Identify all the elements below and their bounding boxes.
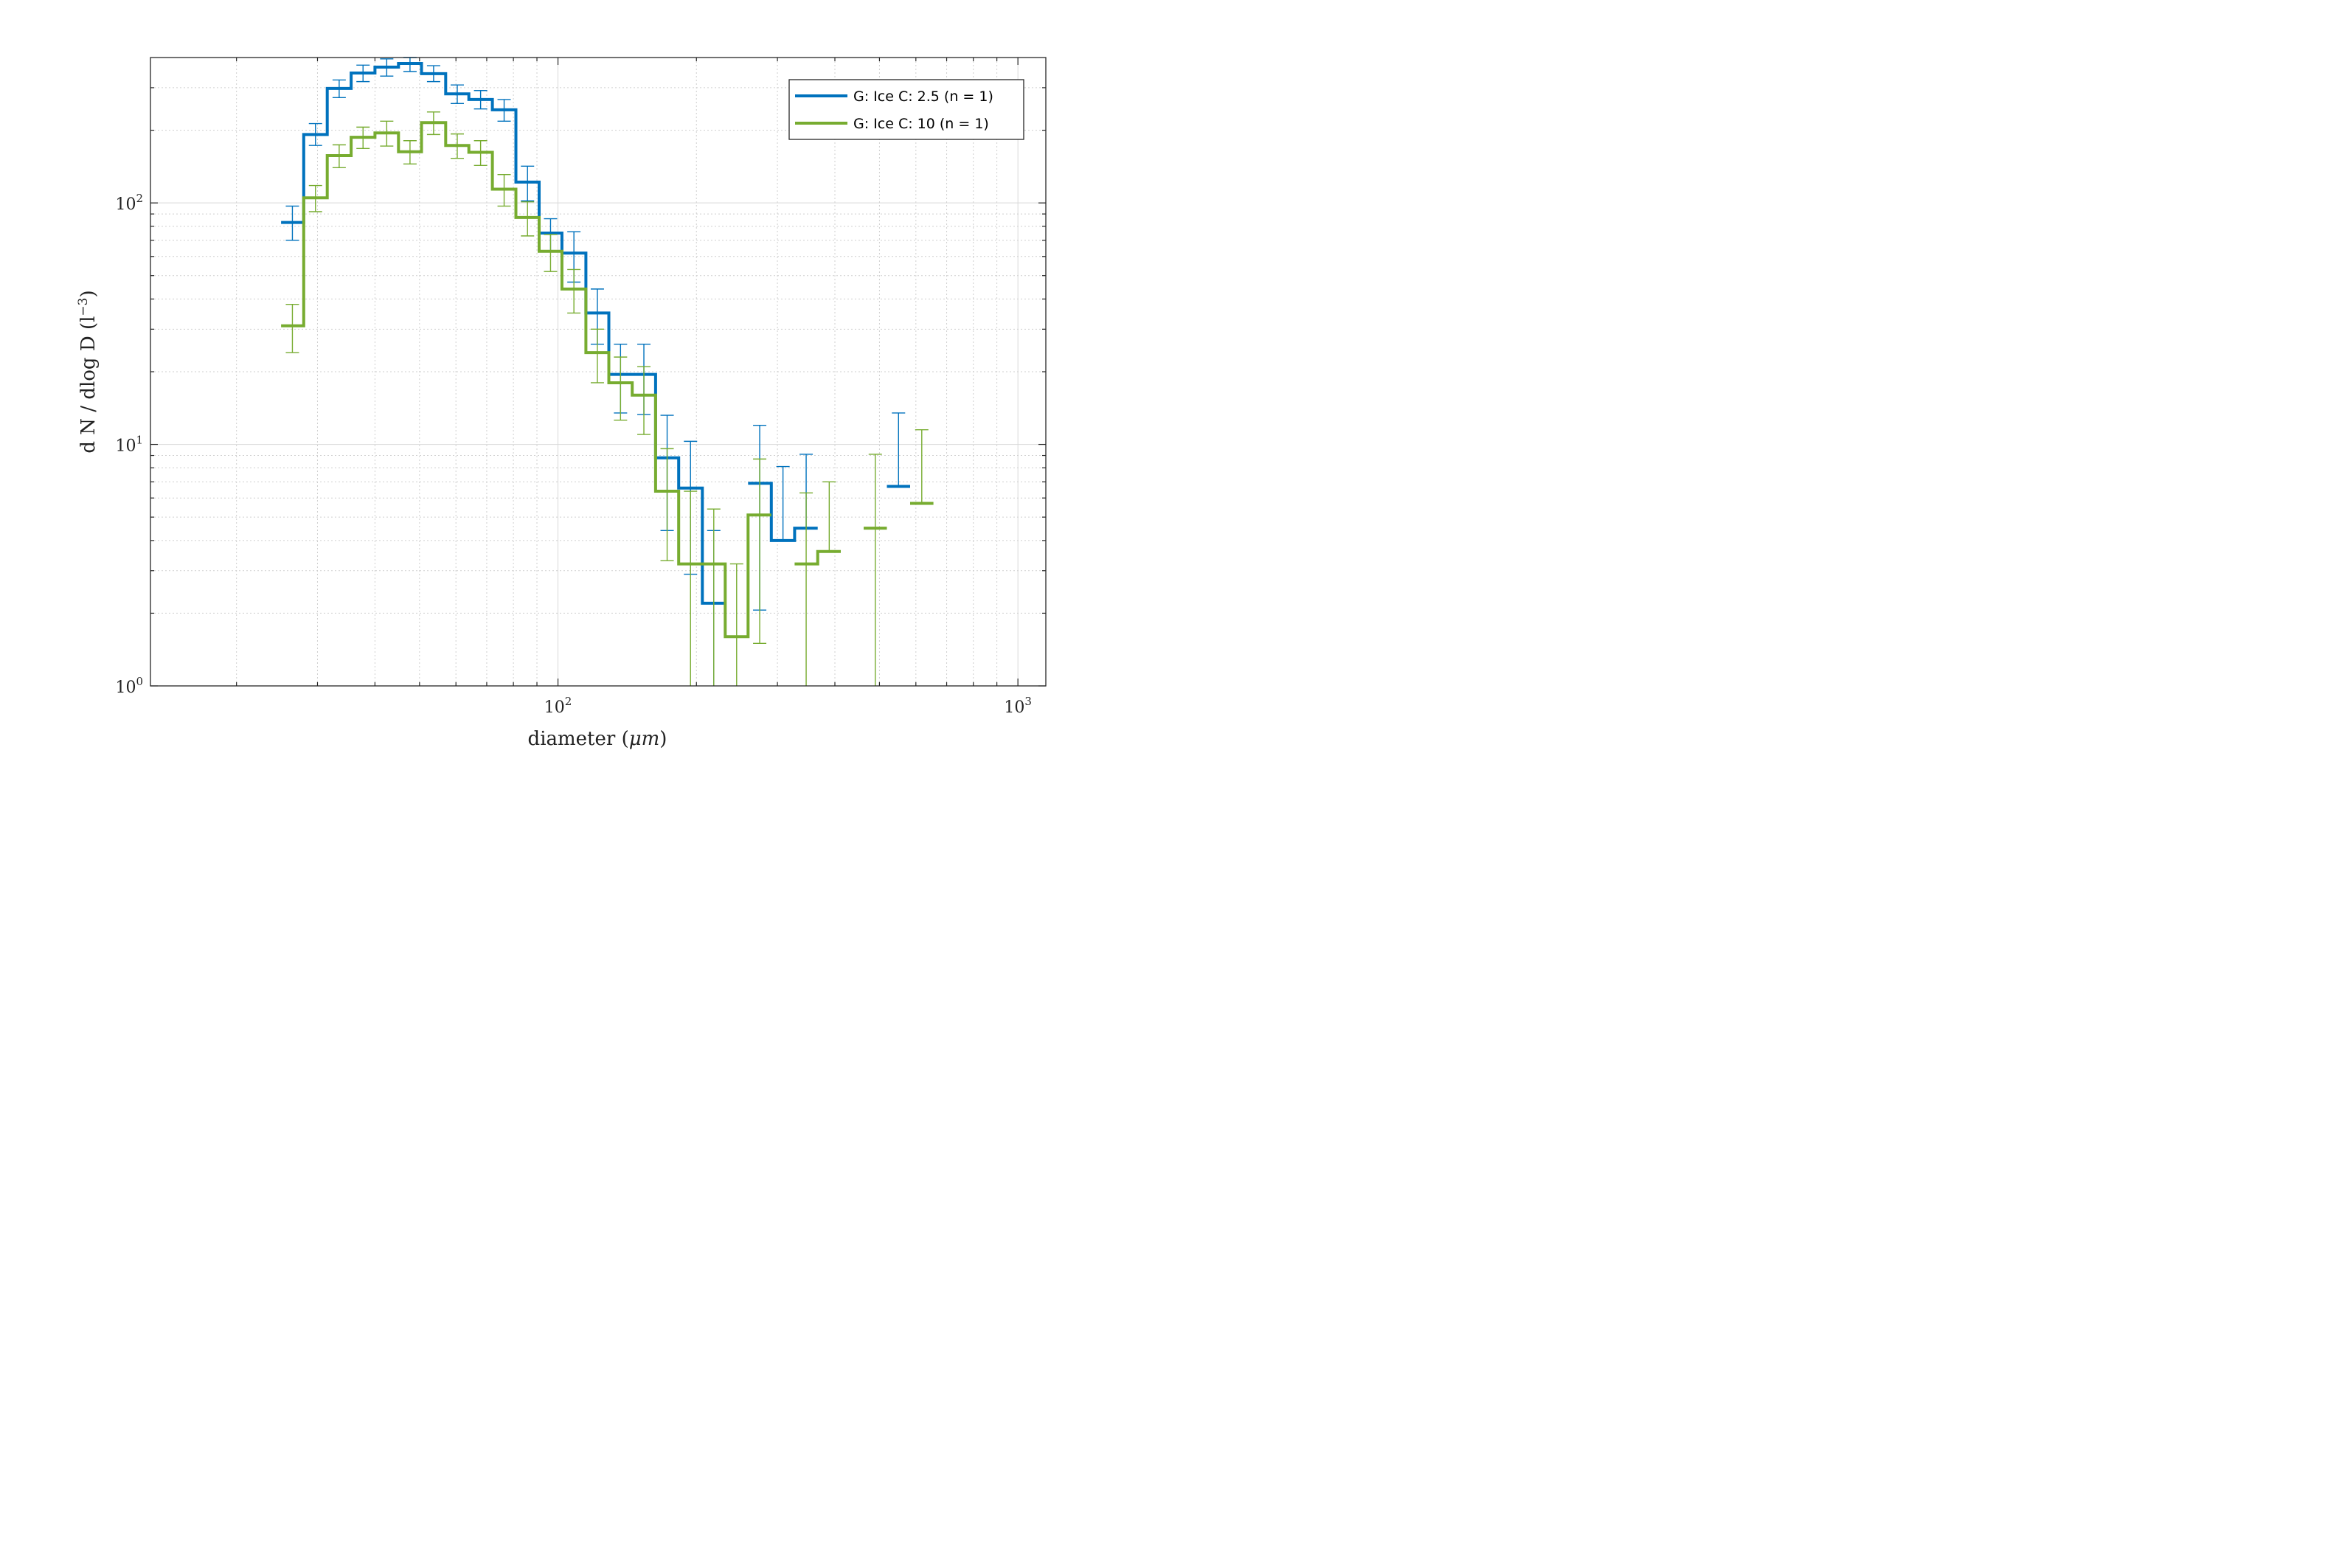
error-bar xyxy=(614,356,628,421)
error-bar xyxy=(521,201,535,237)
error-bar xyxy=(822,481,836,552)
y-axis-title-close: ) xyxy=(77,290,100,297)
tick-exponent: 2 xyxy=(136,192,143,205)
legend-label-series-2: G: Ice C: 10 (n = 1) xyxy=(853,116,989,132)
tick-base: 10 xyxy=(544,698,565,717)
series-layer xyxy=(281,57,934,686)
error-bar xyxy=(799,492,814,686)
error-bar xyxy=(380,120,394,147)
x-tick-label: 102 xyxy=(544,695,572,717)
y-axis-title: d N / dlog D (l−3) xyxy=(76,290,100,453)
error-bar xyxy=(285,205,299,241)
error-bar xyxy=(776,465,790,541)
error-bar xyxy=(403,140,417,164)
tick-exponent: 0 xyxy=(136,675,143,688)
x-axis-title: diameter (μm) xyxy=(528,728,667,750)
y-tick-label: 102 xyxy=(115,192,143,214)
y-tick-label: 101 xyxy=(115,434,143,456)
axes-frame xyxy=(150,57,1047,687)
error-bar xyxy=(356,126,370,150)
legend-label-series-1: G: Ice C: 2.5 (n = 1) xyxy=(853,89,993,105)
error-bar xyxy=(637,366,651,435)
legend: G: Ice C: 2.5 (n = 1) G: Ice C: 10 (n = … xyxy=(788,79,1024,140)
error-bar xyxy=(332,144,346,168)
error-bar xyxy=(660,448,674,561)
error-bar xyxy=(380,58,394,77)
error-bar xyxy=(356,64,370,83)
y-tick-label: 100 xyxy=(115,675,143,697)
error-bar xyxy=(285,304,299,353)
error-bar xyxy=(497,174,511,207)
x-axis-title-text: diameter xyxy=(528,728,616,750)
tick-base: 10 xyxy=(1004,698,1024,717)
error-bar xyxy=(868,454,882,686)
legend-box xyxy=(788,79,1024,140)
error-bar xyxy=(473,90,488,110)
tick-base: 10 xyxy=(115,679,136,697)
error-bar xyxy=(684,490,698,686)
error-bar xyxy=(332,79,346,99)
y-axis-title-text: d N / dlog D (l xyxy=(77,316,100,454)
x-axis-title-paren-open: ( xyxy=(622,728,629,750)
tick-exponent: 1 xyxy=(136,434,143,447)
error-bar xyxy=(450,133,464,159)
error-bar xyxy=(473,140,488,166)
error-bar xyxy=(567,268,581,314)
error-bar xyxy=(426,65,440,83)
x-tick-label: 103 xyxy=(1004,695,1032,717)
error-bar xyxy=(590,328,604,384)
error-bar xyxy=(426,111,440,136)
grid xyxy=(150,58,1046,686)
series-2 xyxy=(281,111,934,686)
x-tick-labels: 102 103 xyxy=(544,695,1032,717)
tick-exponent: 2 xyxy=(565,695,572,708)
error-bar xyxy=(308,184,322,212)
error-bar xyxy=(308,122,322,146)
x-axis-title-unit: μm xyxy=(629,728,660,750)
x-axis-title-paren-close: ) xyxy=(659,728,667,750)
series-2-stairs xyxy=(281,121,934,639)
error-bar xyxy=(544,234,558,272)
series-1-stairs xyxy=(281,62,910,605)
error-bar xyxy=(729,563,743,686)
error-bar xyxy=(915,429,929,504)
error-bar xyxy=(892,412,906,487)
tick-base: 10 xyxy=(115,437,136,456)
error-bar xyxy=(497,99,511,122)
error-bar xyxy=(450,84,464,105)
error-bar xyxy=(753,458,767,645)
error-bar xyxy=(707,508,721,686)
y-axis-title-superscript: −3 xyxy=(76,298,91,316)
error-bar xyxy=(521,165,535,202)
tick-base: 10 xyxy=(115,195,136,214)
tick-exponent: 3 xyxy=(1024,695,1032,708)
